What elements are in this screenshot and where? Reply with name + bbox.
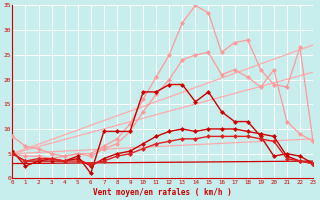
X-axis label: Vent moyen/en rafales ( km/h ): Vent moyen/en rafales ( km/h ) [93,188,232,197]
